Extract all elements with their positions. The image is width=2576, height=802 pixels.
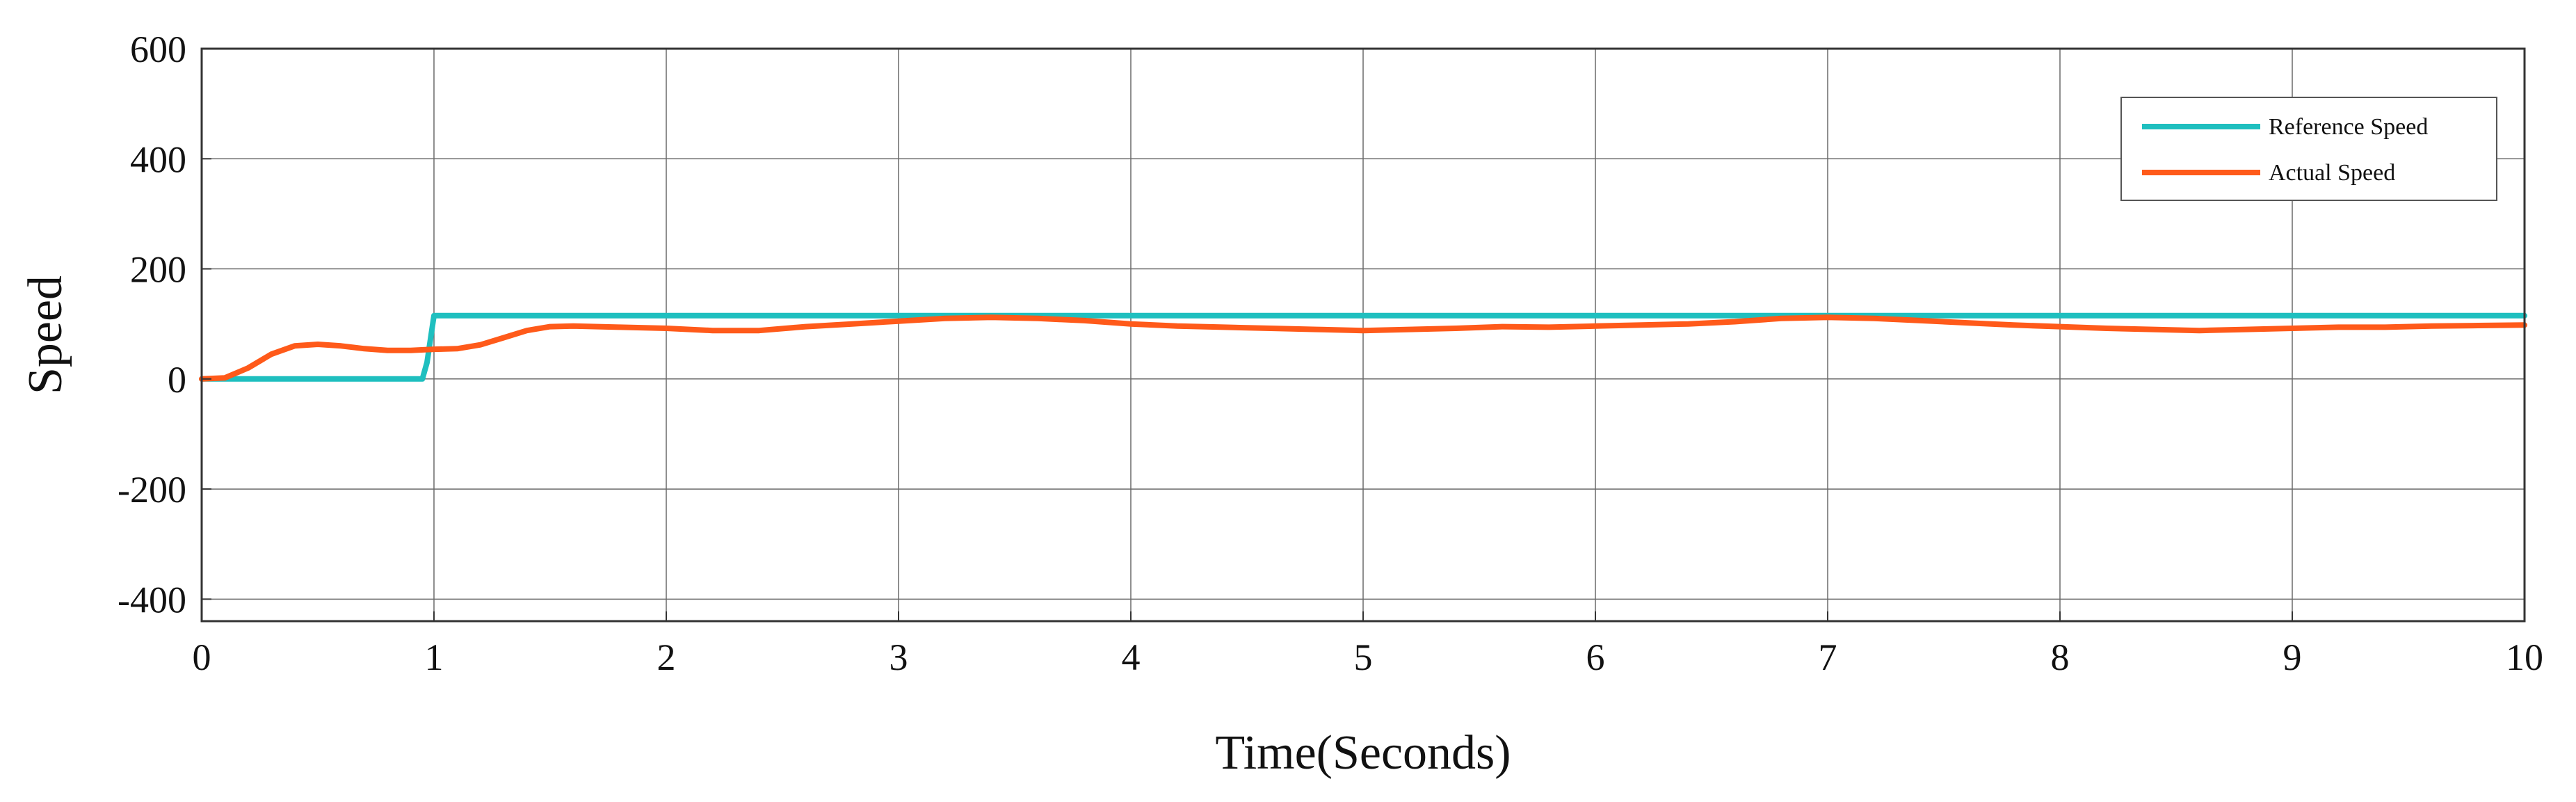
- x-tick-label: 7: [1819, 636, 1837, 678]
- legend-label-actual-speed: Actual Speed: [2269, 160, 2395, 186]
- series-line-reference-speed: [199, 312, 2527, 382]
- x-tick-label: 4: [1122, 636, 1141, 678]
- x-tick-label: 1: [425, 636, 444, 678]
- y-tick-label: 600: [130, 29, 186, 70]
- y-tick-label: -400: [118, 579, 186, 620]
- series-line-actual-speed: [199, 314, 2527, 382]
- x-tick-label: 9: [2283, 636, 2302, 678]
- x-tick-label: 6: [1586, 636, 1605, 678]
- y-tick-label: -200: [118, 469, 186, 511]
- y-tick-label: 0: [168, 359, 186, 401]
- x-tick-label: 2: [657, 636, 676, 678]
- ticks: 0 1 2 3 4 5 6 7 8 9 10 600 400 200 0 -200 -400: [118, 29, 2543, 678]
- y-tick-label: 200: [130, 249, 186, 291]
- y-tick-label: 400: [130, 138, 186, 180]
- x-tick-label: 5: [1354, 636, 1373, 678]
- legend-box: [2120, 97, 2497, 201]
- x-tick-label: 8: [2051, 636, 2070, 678]
- x-tick-label: 0: [193, 636, 211, 678]
- x-tick-label: 3: [889, 636, 908, 678]
- legend: Reference Speed Actual Speed: [2120, 97, 2497, 201]
- x-tick-label: 10: [2506, 636, 2543, 678]
- legend-label-reference-speed: Reference Speed: [2269, 114, 2428, 140]
- series-layer: [199, 312, 2527, 382]
- y-axis-title: Speed: [19, 275, 72, 394]
- x-axis-title: Time(Seconds): [1215, 726, 1511, 780]
